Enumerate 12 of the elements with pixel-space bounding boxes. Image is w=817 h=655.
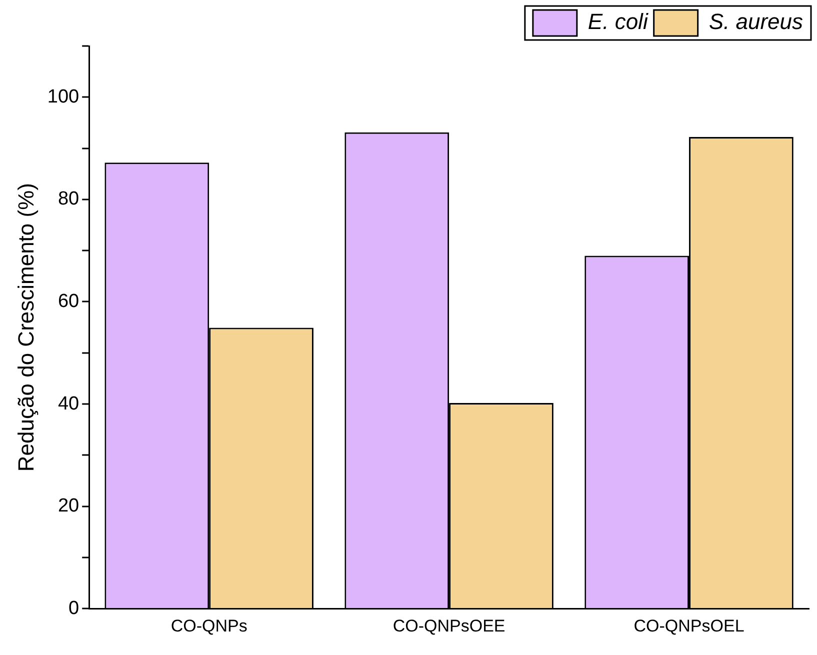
y-tick-label: 20: [58, 496, 80, 517]
x-tick-label: CO-QNPsOEL: [634, 616, 744, 636]
y-tick-label: 0: [68, 598, 80, 619]
y-tick-label: 80: [58, 188, 80, 210]
x-tick-label: CO-QNPs: [170, 616, 248, 636]
legend-label: E. coli: [588, 9, 649, 34]
y-axis-title: Redução do Crescimento (%): [13, 183, 38, 472]
y-tick-label: 100: [47, 86, 80, 108]
legend-label: S. aureus: [708, 9, 804, 34]
x-tick-label: CO-QNPsOEE: [392, 616, 506, 636]
y-tick-label: 60: [58, 290, 80, 312]
y-tick-label: 40: [58, 393, 80, 414]
